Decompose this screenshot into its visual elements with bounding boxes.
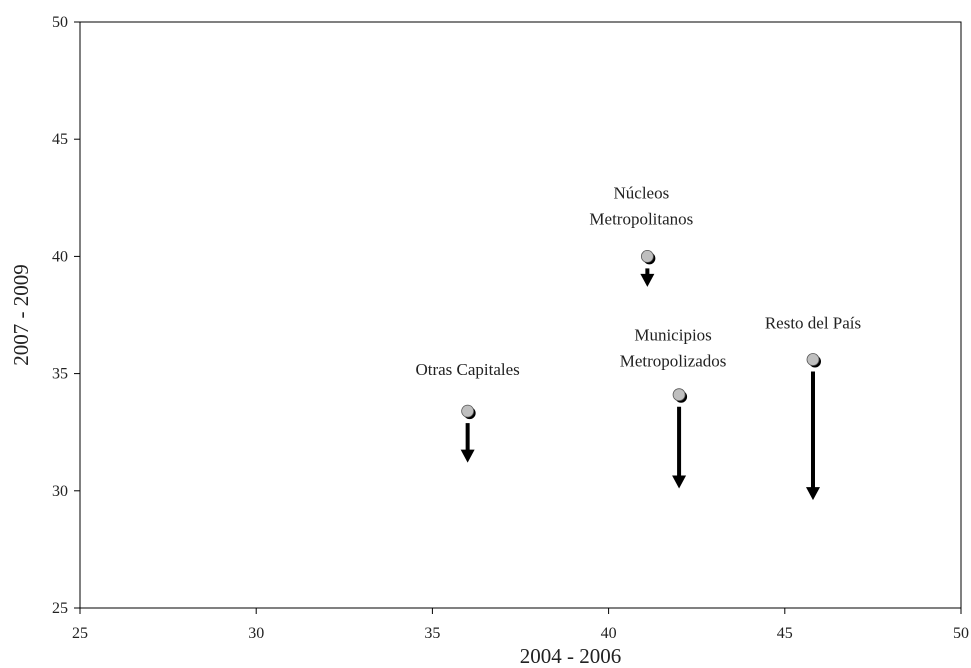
- x-tick-label: 35: [424, 625, 440, 642]
- x-tick-label: 40: [601, 625, 617, 642]
- x-tick-label: 30: [248, 625, 264, 642]
- data-point: [461, 404, 475, 418]
- data-point: [672, 388, 686, 402]
- change-arrow-head: [640, 273, 655, 287]
- data-point-group: Núcleos Metropolitanos: [589, 183, 693, 287]
- data-point: [806, 353, 820, 366]
- y-tick-label: 50: [52, 14, 68, 31]
- data-point-group: Municipios Metropolizados: [620, 326, 727, 489]
- y-tick-label: 25: [52, 600, 68, 617]
- data-point-label: Resto del País: [765, 314, 861, 333]
- y-tick-label: 40: [52, 248, 68, 265]
- y-tick-label: 30: [52, 483, 68, 500]
- x-tick-label: 45: [777, 625, 793, 642]
- y-tick-label: 45: [52, 131, 68, 148]
- x-tick-label: 25: [72, 625, 88, 642]
- data-point-label: Núcleos Metropolitanos: [589, 183, 693, 228]
- x-axis-title: 2004 - 2006: [520, 644, 622, 668]
- change-arrow-head: [672, 475, 687, 489]
- data-point-group: Resto del País: [765, 314, 861, 501]
- x-axis-ticks: 25 30 35 40 45 50: [72, 608, 969, 642]
- data-point-label: Municipios Metropolizados: [620, 326, 727, 371]
- x-tick-label: 50: [953, 625, 969, 642]
- change-arrow-head: [805, 487, 820, 501]
- y-tick-label: 35: [52, 366, 68, 383]
- plot-area: [79, 21, 962, 609]
- y-axis-ticks: 25 30 35 40 45 50: [52, 14, 80, 617]
- data-point: [640, 249, 654, 263]
- data-points: Otras Capitales Núcleos Metropolitanos Muni…: [415, 183, 861, 501]
- change-arrow-head: [460, 449, 475, 463]
- y-axis-title: 2007 - 2009: [9, 264, 33, 366]
- data-point-label: Otras Capitales: [415, 360, 519, 379]
- plot-frame: [79, 21, 962, 609]
- data-point-group: Otras Capitales: [415, 360, 520, 463]
